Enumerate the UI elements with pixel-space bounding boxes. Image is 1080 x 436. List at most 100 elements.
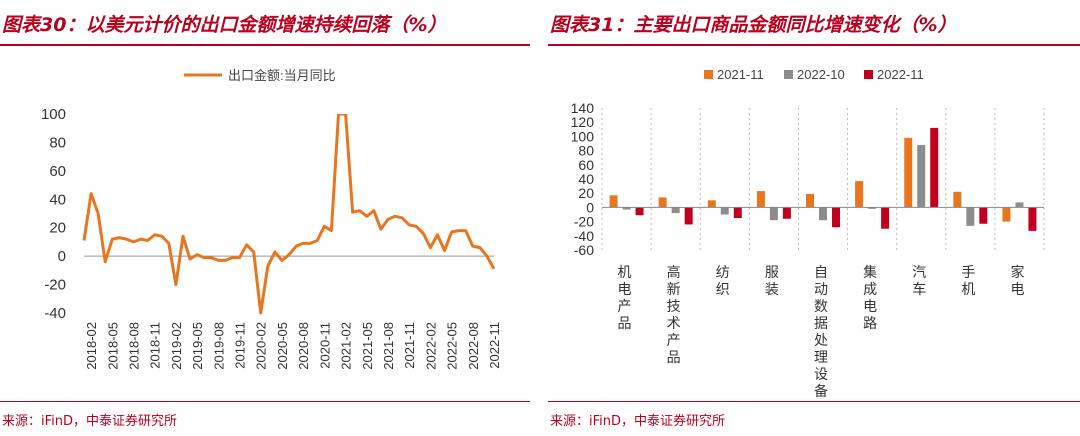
category-label-1: 品 [667,349,681,365]
x-tick-label: 2022-05 [445,322,460,370]
legend-swatch-2022-11 [864,70,873,79]
x-tick-label: 2020-05 [275,322,290,370]
x-tick-label: 2020-08 [296,322,311,370]
category-label-4: 数 [814,298,828,314]
category-label-0: 机 [618,264,632,280]
y-tick-label: -40 [44,305,66,322]
y-tick-label: 140 [571,100,595,116]
bar-2022-10-1 [671,207,680,214]
y-tick-label: 100 [41,106,66,123]
left-footer-rule [0,401,530,402]
bar-2022-11-2 [733,207,742,219]
bar-2021-11-6 [904,137,913,208]
category-label-5: 路 [863,315,877,331]
category-label-1: 新 [667,281,681,297]
x-tick-label: 2021-08 [381,322,396,370]
category-label-5: 集 [863,264,877,280]
category-label-3: 服 [765,264,779,280]
legend-label-export-yoy: 出口金额:当月同比 [228,68,336,83]
right-source-note: 来源：iFinD，中泰证券研究所 [550,414,726,429]
bar-2022-10-8 [1015,202,1024,208]
y-tick-label: 20 [49,220,66,237]
legend-label-2022-10: 2022-10 [797,67,845,82]
legend-swatch-2021-11 [704,70,713,79]
y-tick-label: 80 [578,143,594,159]
bar-2021-11-7 [953,191,962,208]
y-tick-label: 120 [571,114,595,130]
y-tick-label: -20 [44,277,66,294]
category-label-1: 高 [667,264,681,280]
bar-2021-11-4 [806,193,814,208]
category-label-6: 车 [912,281,926,297]
category-label-7: 机 [961,281,975,297]
category-label-5: 电 [863,298,877,314]
category-label-3: 装 [765,281,779,297]
left-chart-title: 图表30：以美元计价的出口金额增速持续回落（%） [2,14,447,36]
bar-2022-11-8 [1028,207,1037,231]
category-label-0: 电 [618,281,632,297]
y-tick-label: 60 [49,163,66,180]
category-label-4: 处 [814,332,828,348]
y-tick-label: 40 [578,171,594,187]
x-tick-label: 2022-08 [466,322,481,370]
category-label-4: 设 [814,366,828,382]
y-tick-label: -40 [574,228,594,244]
y-tick-label: -60 [574,242,594,258]
y-tick-label: 80 [49,134,66,151]
y-tick-label: 40 [49,191,66,208]
bar-2022-10-2 [720,207,729,215]
y-tick-label: 0 [586,199,594,215]
category-label-4: 据 [814,315,828,331]
bar-2022-10-3 [769,207,778,221]
x-tick-label: 2018-05 [105,322,120,370]
bar-2022-11-4 [832,207,840,228]
x-tick-label: 2021-11 [402,322,417,369]
category-label-1: 产 [667,332,681,348]
bar-2022-11-0 [635,207,644,216]
x-tick-label: 2020-11 [317,322,332,369]
right-chart-title: 图表31：主要出口商品金额同比增速变化（%） [550,14,957,36]
x-tick-label: 2018-11 [148,322,163,369]
bar-legend: 2021-11 2022-10 2022-11 [704,67,924,82]
bar-2022-11-1 [684,207,693,225]
x-tick-label: 2018-02 [84,322,99,370]
bar-2021-11-5 [855,181,864,208]
right-footer-rule [548,401,1080,402]
category-label-4: 动 [814,281,828,297]
legend-label-2022-11: 2022-11 [877,67,924,82]
bar-2022-10-0 [622,207,631,210]
bar-2022-11-3 [782,207,791,219]
bar-2022-11-5 [881,207,890,229]
bar-2022-11-6 [930,127,939,208]
category-label-5: 成 [863,281,877,297]
left-panel: 图表30：以美元计价的出口金额增速持续回落（%） 出口金额:当月同比 -40 -20… [0,0,530,436]
bar-2022-11-7 [979,207,988,224]
x-tick-label: 2021-05 [360,322,375,370]
x-tick-label: 2022-02 [423,322,438,370]
category-label-4: 理 [814,349,828,365]
category-label-4: 备 [814,383,828,399]
y-tick-label: 20 [578,185,594,201]
category-label-1: 技 [667,298,681,314]
bar-chart: 2021-11 2022-10 2022-11-60-40-200204060801… [571,67,1045,399]
series-line-export-yoy [82,114,496,315]
right-panel: 图表31：主要出口商品金额同比增速变化（%） 2021-11 2022-10 202… [548,0,1080,436]
bar-2022-10-5 [868,207,877,209]
legend-label-2021-11: 2021-11 [717,67,764,82]
x-tick-label: 2021-02 [339,322,354,370]
x-tick-label: 2019-11 [233,322,248,369]
y-tick-label: 0 [58,248,66,265]
x-tick-label: 2018-08 [126,322,141,370]
y-tick-label: 100 [571,128,595,144]
legend-swatch-2022-10 [784,70,793,79]
line-legend: 出口金额:当月同比 [184,68,336,83]
category-label-2: 织 [716,281,730,297]
category-label-6: 汽 [912,264,926,280]
left-title-rule [0,44,530,46]
bar-2021-11-3 [756,191,765,208]
x-tick-label: 2019-02 [169,322,184,370]
category-label-2: 纺 [716,264,730,280]
bar-2022-10-6 [917,144,926,208]
y-tick-label: 60 [578,157,594,173]
category-label-7: 手 [961,264,975,280]
